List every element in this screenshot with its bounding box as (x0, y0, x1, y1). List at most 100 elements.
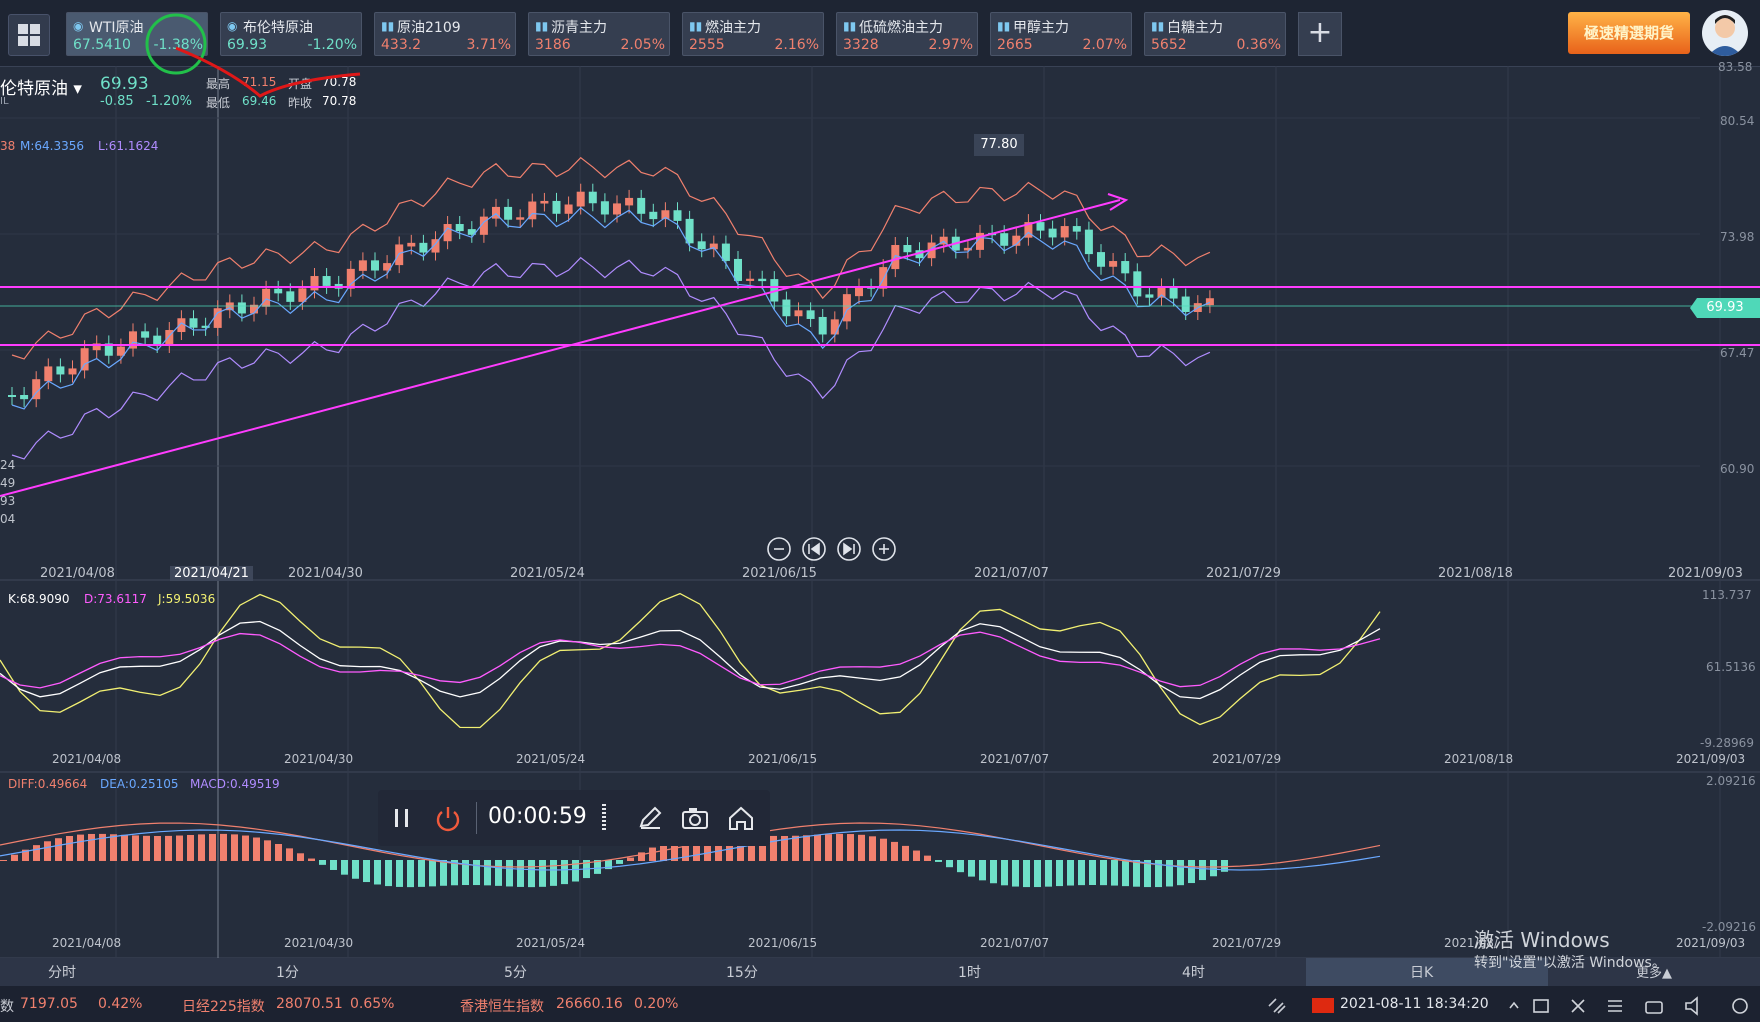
tab-name: 甲醇主力 (1013, 20, 1069, 36)
candle (129, 331, 137, 349)
candle (310, 276, 319, 291)
date-label: 2021/07/29 (1206, 566, 1281, 581)
home-icon[interactable] (726, 804, 756, 832)
timeframe-1[interactable]: 1分 (276, 965, 299, 981)
quote-tab-0[interactable]: ◉ WTI原油 67.5410 -1.38% (66, 12, 208, 56)
tab-price: 69.93 (227, 37, 268, 53)
kdj-axis-label: 61.5136 (1706, 660, 1756, 674)
macd-bar (1001, 860, 1008, 886)
link-icon[interactable] (1266, 996, 1288, 1016)
timeframe-4[interactable]: 1时 (958, 965, 981, 981)
bar-chart-icon: ▮▮ (535, 19, 549, 33)
macd-bar (1034, 860, 1041, 888)
price-change-pct: -1.20% (146, 94, 192, 109)
candlestick-chart[interactable] (0, 0, 1760, 958)
macd-bar (1166, 860, 1173, 887)
timeframe-5[interactable]: 4时 (1182, 965, 1205, 981)
candle (116, 346, 125, 356)
quote-tab-7[interactable]: ▮▮ 白糖主力 5652 0.36% (1144, 12, 1286, 56)
macd-bar (275, 844, 282, 861)
quote-tab-2[interactable]: ▮▮ 原油2109 433.2 3.71% (374, 12, 516, 56)
macd-bar (1023, 860, 1030, 888)
date-label: 2021/08/18 (1444, 752, 1514, 766)
pause-icon[interactable] (390, 806, 414, 830)
macd-bar (737, 834, 744, 861)
candle (492, 206, 500, 219)
power-icon[interactable] (434, 804, 462, 832)
left-axis-label: 24 (0, 458, 16, 472)
kdj-k-line (0, 620, 1381, 700)
globe-icon: ◉ (73, 19, 84, 33)
candle (44, 366, 53, 382)
candle (395, 244, 404, 266)
macd-bar (869, 836, 876, 861)
add-tab-button[interactable]: + (1298, 12, 1342, 56)
price-change: -0.85 (100, 94, 134, 109)
macd-bar (495, 860, 502, 886)
macd-bar (209, 833, 216, 861)
left-axis-label: 93 (0, 494, 16, 508)
macd-bar (1078, 860, 1085, 886)
candle (92, 343, 101, 351)
candle (1000, 233, 1009, 246)
quote-tab-5[interactable]: ▮▮ 低硫燃油主力 3328 2.97% (836, 12, 978, 56)
macd-bar (374, 860, 381, 885)
candle (879, 267, 888, 289)
candle (782, 299, 791, 317)
ticker-name[interactable]: 香港恒生指数 (460, 999, 544, 1015)
timeframe-3[interactable]: 15分 (726, 965, 758, 981)
more-menu[interactable]: 更多▲ (1636, 966, 1672, 981)
macd-bar (385, 860, 392, 887)
symbol-title[interactable]: 伦特原油 ▾ (0, 79, 82, 99)
ticker-pct: 0.42% (98, 996, 143, 1012)
user-avatar[interactable] (1702, 10, 1748, 56)
tab-change: 2.97% (928, 37, 973, 53)
macd-bar (143, 835, 150, 861)
bar-chart-icon: ▮▮ (1151, 19, 1165, 33)
candle (358, 260, 367, 271)
price-axis-label: 67.47 (1720, 346, 1755, 360)
macd-bar (770, 835, 777, 861)
candle (407, 242, 416, 247)
macd-bar (638, 852, 645, 861)
macd-diff: DIFF:0.49664 (8, 777, 88, 791)
timeframe-2[interactable]: 5分 (504, 965, 527, 981)
macd-value: MACD:0.49519 (190, 777, 280, 791)
candle (758, 278, 767, 282)
quote-tab-4[interactable]: ▮▮ 燃油主力 2555 2.16% (682, 12, 824, 56)
candle (600, 201, 609, 215)
candle (734, 258, 742, 281)
candle (516, 217, 525, 220)
macd-bar (902, 845, 909, 861)
zoom-out-icon (767, 537, 791, 561)
candle (721, 243, 730, 261)
date-label: 2021/06/15 (742, 566, 817, 581)
candle (576, 191, 585, 207)
pen-icon[interactable] (636, 804, 664, 832)
macd-bar (440, 860, 447, 886)
timeframe-0[interactable]: 分时 (48, 965, 76, 981)
tab-price: 3186 (535, 37, 571, 53)
menu-grid-button[interactable] (8, 14, 50, 56)
ticker-name: 数 (0, 999, 14, 1015)
macd-bar (286, 848, 293, 861)
camera-icon (1645, 1001, 1663, 1014)
boll-upper-line (11, 156, 1211, 360)
quote-tab-1[interactable]: ◉ 布伦特原油 69.93 -1.20% (220, 12, 362, 56)
boll-mid-line (11, 206, 1211, 410)
candle (237, 302, 246, 314)
timeframe-6[interactable]: 日K (1410, 965, 1434, 981)
boll-up: 38 (0, 139, 16, 153)
quote-tab-3[interactable]: ▮▮ 沥青主力 3186 2.05% (528, 12, 670, 56)
tab-name: 白糖主力 (1167, 20, 1223, 36)
macd-dea-line (0, 829, 1381, 871)
kdj-j: J:59.5036 (158, 592, 216, 606)
promo-banner[interactable]: 極速精選期貨 (1568, 12, 1690, 54)
candle (976, 232, 984, 250)
ticker-name[interactable]: 日经225指数 (182, 999, 265, 1015)
macd-bar (1133, 860, 1140, 887)
quote-tab-6[interactable]: ▮▮ 甲醇主力 2665 2.07% (990, 12, 1132, 56)
camera-icon[interactable] (680, 804, 710, 832)
macd-bar (484, 860, 491, 886)
ticker-pct: 0.65% (350, 996, 395, 1012)
